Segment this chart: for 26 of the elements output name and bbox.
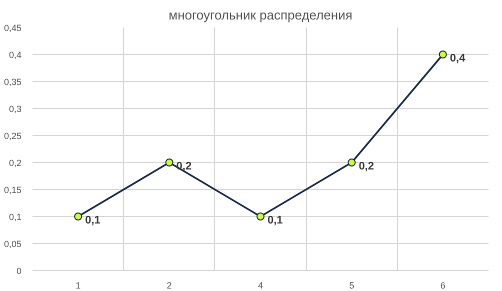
- point: [256, 212, 264, 220]
- y-tick-label: 0,15: [4, 185, 22, 195]
- y-tick-label: 0,1: [8, 212, 22, 222]
- x-tick-label: 1: [76, 280, 81, 290]
- chart-title: многоугольник распределения: [168, 8, 352, 22]
- y-tick-label: 0,35: [4, 77, 22, 87]
- x-tick-label: 5: [349, 280, 354, 290]
- y-tick-label: 0,3: [8, 104, 22, 114]
- y-tick-label: 0,05: [4, 239, 22, 249]
- data-label: 0,2: [176, 160, 192, 172]
- x-tick-label: 2: [166, 280, 172, 290]
- x-tick-label: 6: [440, 280, 446, 290]
- y-tick-label: 0,2: [8, 158, 22, 168]
- point: [74, 212, 82, 220]
- data-label: 0,4: [450, 52, 466, 64]
- point: [165, 158, 174, 166]
- data-label: 0,1: [268, 214, 283, 226]
- data-label: 0,1: [85, 214, 100, 226]
- point: [438, 50, 447, 58]
- y-tick-label: 0,45: [4, 23, 22, 33]
- data-label: 0,2: [358, 160, 374, 172]
- y-tick-label: 0,25: [4, 131, 22, 141]
- x-tick-label: 4: [258, 280, 264, 290]
- y-tick-label: 0,4: [8, 50, 22, 60]
- point: [348, 158, 356, 166]
- y-tick-label: 0: [16, 266, 22, 276]
